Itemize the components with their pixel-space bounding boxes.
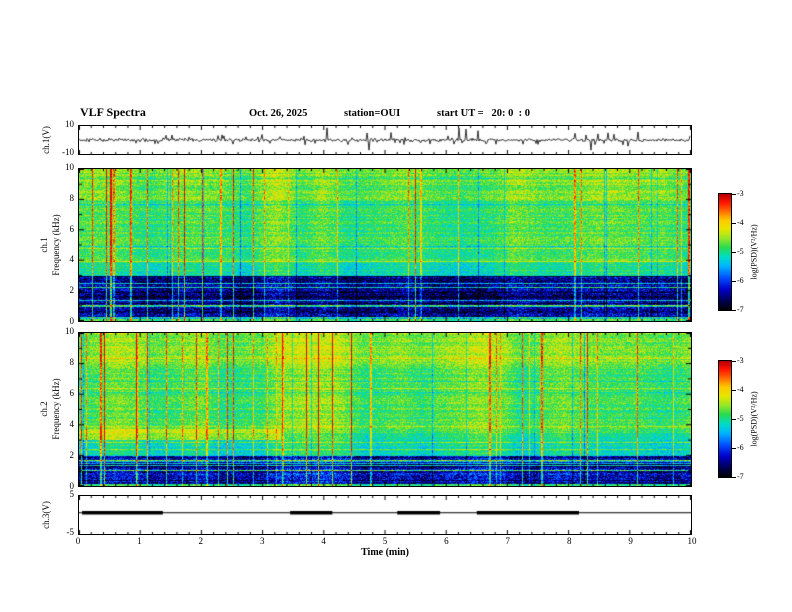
ch2-colorbar-tick-mark [732,390,736,391]
x-tick-label: 8 [566,536,572,546]
ch2-spec-ytick-label: 6 [69,388,75,398]
ch1-spec-ytick-label: 2 [69,285,75,296]
ch2-spec-ytick-label: 0 [69,481,75,491]
ch1-voltage-canvas [79,126,691,154]
x-tick-label: 0 [75,536,81,546]
ch2-colorbar-tick-label: -3 [737,356,744,365]
ch1-spec-ytick-label: 6 [69,223,75,234]
ch2-spec-channel-label: ch.2 [39,401,49,417]
ch2-spec-ytick-label: 4 [69,419,75,429]
ch2-colorbar-tick-label: -6 [737,443,744,452]
ch1-colorbar-tick-label: -5 [737,247,744,256]
ch1-colorbar-tick-label: -4 [737,218,744,227]
ch2-spec-ytick-label: 10 [65,326,74,336]
ch2-colorbar-tick-mark [732,448,736,449]
ch1-spec-ytick-label: 8 [69,192,75,203]
plot-date: Oct. 26, 2025 [249,108,308,119]
ch1-colorbar-tick-label: -6 [737,276,744,285]
ch2-colorbar-tick-mark [732,419,736,420]
ch1-spec-channel-label: ch.1 [39,237,49,253]
x-tick-label: 5 [382,536,388,546]
x-tick-label: 2 [198,536,204,546]
ch1-colorbar-canvas [719,194,731,310]
ch1-colorbar-tick-mark [732,252,736,253]
x-tick-label: 1 [137,536,142,546]
x-axis-label: Time (min) [361,547,409,558]
ch1-spectrogram-canvas [79,169,691,321]
ch3-voltage-axis-label: ch.3(V) [41,501,51,529]
ch1-colorbar-tick-mark [732,194,736,195]
ch2-colorbar-tick-label: -7 [737,472,744,481]
start-ut-label: start UT = 20: 0 : 0 [437,108,530,119]
ch2-colorbar-label: log(PSD)(V²/Hz) [749,391,759,447]
x-tick-label: 6 [444,536,449,546]
x-tick-label: 7 [505,536,511,546]
ch1-colorbar-tick-label: -7 [737,305,744,314]
ch2-spec-ytick-label: 2 [69,450,75,460]
ch3-voltage-canvas [79,496,691,534]
ch1-colorbar-label: log(PSD)(V²/Hz) [749,224,759,280]
ch1-spec-ytick-label: 4 [69,254,75,265]
ch2-colorbar-tick-label: -4 [737,385,744,394]
ch2-spec-ytick-label: 8 [69,357,75,367]
ch2-colorbar-tick-mark [732,361,736,362]
plot-title: VLF Spectra [80,105,146,119]
ch1-colorbar [718,193,732,311]
ch2-spectrogram-canvas [79,333,691,486]
ch1-colorbar-tick-mark [732,310,736,311]
ch1-wave-ymin-label: -10 [62,147,74,157]
ch2-colorbar [718,360,732,478]
ch2-spec-axis-label: Frequency (kHz) [51,378,61,440]
ch1-voltage-axis-label: ch.1(V) [41,126,51,154]
ch1-spec-axis-label: Frequency (kHz) [51,214,61,276]
x-tick-label: 9 [628,536,633,546]
ch2-colorbar-tick-mark [732,477,736,478]
ch1-voltage-panel [78,125,692,155]
ch3-wave-ymax-label: 5 [69,489,75,499]
ch1-colorbar-tick-mark [732,281,736,282]
ch1-spec-ytick-label: 0 [69,316,75,326]
ch1-colorbar-tick-mark [732,223,736,224]
ch1-wave-ymax-label: 10 [65,119,74,129]
station-label: station=OUI [344,108,401,119]
ch2-spectrogram-panel [78,332,692,487]
ch3-voltage-panel [78,495,692,535]
x-tick-label: 4 [321,536,326,546]
x-tick-label: 10 [687,536,697,546]
ch2-colorbar-tick-label: -5 [737,414,744,423]
x-tick-label: 3 [259,536,265,546]
ch1-colorbar-tick-label: -3 [737,189,744,198]
ch1-spectrogram-panel [78,168,692,322]
ch2-colorbar-canvas [719,361,731,477]
ch3-wave-ymin-label: -5 [66,527,75,537]
ch1-spec-ytick-label: 10 [65,162,74,172]
